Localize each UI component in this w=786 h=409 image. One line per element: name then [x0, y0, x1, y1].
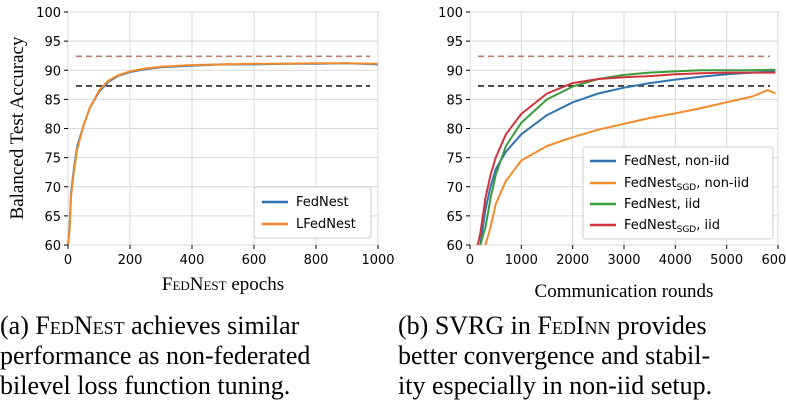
series-line-a-1 — [67, 62, 379, 246]
y-tick-label-a-2: 70 — [44, 181, 61, 196]
reference-lines-b — [478, 55, 770, 87]
caption-a-prefix: (a) — [0, 311, 36, 340]
series-line-b-0 — [479, 70, 776, 246]
legend-b: FedNest, non-iid FedNestSGD, non-iid Fed… — [582, 146, 774, 240]
caption-b-line-1: (b) SVRG in FedInn provides — [398, 311, 712, 341]
caption-b: (b) SVRG in FedInn provides better conve… — [398, 311, 712, 401]
panel-a: 60 65 70 75 80 85 90 95 100 0 200 400 600 800 1000 Ba… — [7, 6, 395, 295]
caption-b-line-3: ity especially in non-iid setup. — [398, 371, 713, 400]
legend-b-box — [582, 146, 774, 240]
legend-b-label-3-sub: SGD — [677, 225, 697, 235]
x-axis-label-b: Communication rounds — [535, 281, 714, 300]
x-tick-label-b-6: 6000 — [761, 253, 786, 268]
caption-b-line-2: better convergence and stabil- — [398, 341, 711, 370]
y-tick-label-a-3: 75 — [44, 152, 61, 167]
series-line-b-2 — [479, 68, 776, 246]
y-tick-label-b-3: 75 — [446, 152, 463, 167]
x-axis-label-a: FedNest epochs — [162, 274, 284, 295]
y-tick-label-b-0: 60 — [446, 239, 463, 254]
x-tick-label-a-3: 600 — [242, 253, 267, 268]
x-tick-label-b-1: 1000 — [505, 253, 538, 268]
x-tick-label-a-1: 200 — [118, 253, 143, 268]
legend-b-label-3-name: FedNest — [624, 218, 677, 233]
x-tick-labels-b: 0 1000 2000 3000 4000 5000 6000 — [466, 245, 786, 268]
series-b — [476, 68, 776, 246]
series-line-b-3 — [476, 71, 776, 246]
x-tick-label-a-2: 400 — [180, 253, 205, 268]
caption-b-rest: provides — [610, 311, 707, 340]
legend-b-label-2-name: FedNest — [624, 197, 677, 212]
caption-b-prefix: (b) SVRG in — [398, 311, 538, 340]
caption-a: (a) FedNest achieves similar performance… — [0, 311, 310, 401]
caption-a-line-2: performance as non-federated — [0, 341, 311, 370]
y-tick-label-a-6: 90 — [44, 64, 61, 79]
legend-b-label-0: FedNest, non-iid — [624, 154, 729, 169]
x-axis-label-a-rest: epochs — [227, 274, 285, 295]
x-tick-labels-a: 0 200 400 600 800 1000 — [64, 245, 395, 268]
series-line-b-1 — [484, 89, 776, 246]
x-tick-label-b-0: 0 — [466, 253, 474, 268]
legend-a: FedNest LFedNest — [253, 186, 372, 239]
y-tick-label-b-1: 65 — [446, 210, 463, 225]
caption-a-line-3: bilevel loss function tuning. — [0, 371, 291, 400]
caption-b-method: FedInn — [537, 311, 611, 340]
legend-b-label-1: FedNestSGD, non-iid — [624, 176, 749, 193]
x-tick-label-b-3: 3000 — [607, 253, 640, 268]
x-tick-label-a-0: 0 — [64, 253, 72, 268]
y-tick-label-a-4: 80 — [44, 123, 61, 138]
panel-b: 60 65 70 75 80 85 90 95 100 0 1000 2000 3000 4000 500… — [438, 6, 786, 300]
caption-a-method: FedNest — [35, 311, 125, 340]
series-a — [67, 62, 379, 246]
y-tick-labels-a: 60 65 70 75 80 85 90 95 100 — [36, 6, 68, 254]
legend-a-label-0: FedNest — [296, 195, 349, 210]
legend-b-label-1-name: FedNest — [624, 176, 677, 191]
x-tick-label-a-4: 800 — [304, 253, 329, 268]
y-axis-label-a: Balanced Test Accuracy — [7, 36, 28, 219]
legend-b-label-3-suffix: , iid — [696, 218, 720, 233]
legend-b-label-0-suffix: , non-iid — [677, 154, 730, 169]
x-tick-label-b-4: 4000 — [659, 253, 692, 268]
x-tick-label-a-5: 1000 — [361, 253, 394, 268]
legend-b-label-1-sub: SGD — [677, 183, 697, 193]
y-tick-label-b-8: 100 — [438, 6, 463, 21]
x-tick-label-b-2: 2000 — [556, 253, 589, 268]
reference-lines-a — [76, 55, 370, 87]
caption-a-rest: achieves similar — [124, 311, 300, 340]
y-tick-label-a-1: 65 — [44, 210, 61, 225]
y-tick-label-b-4: 80 — [446, 123, 463, 138]
legend-b-label-1-suffix: , non-iid — [696, 176, 749, 191]
y-tick-label-b-2: 70 — [446, 181, 463, 196]
y-tick-labels-b: 60 65 70 75 80 85 90 95 100 — [438, 6, 470, 254]
y-tick-label-b-7: 95 — [446, 35, 463, 50]
y-tick-label-a-7: 95 — [44, 35, 61, 50]
legend-b-label-2: FedNest, iid — [624, 197, 700, 212]
x-axis-label-a-sc: FedNest — [162, 274, 227, 295]
y-tick-label-a-8: 100 — [36, 6, 61, 21]
y-tick-label-a-0: 60 — [44, 239, 61, 254]
legend-b-label-0-name: FedNest — [624, 154, 677, 169]
legend-b-label-2-suffix: , iid — [677, 197, 701, 212]
y-tick-label-a-5: 85 — [44, 93, 61, 108]
y-tick-label-b-5: 85 — [446, 93, 463, 108]
legend-b-label-3: FedNestSGD, iid — [624, 218, 720, 235]
legend-a-label-1: LFedNest — [296, 217, 356, 232]
caption-a-line-1: (a) FedNest achieves similar — [0, 311, 310, 341]
x-tick-label-b-5: 5000 — [710, 253, 743, 268]
y-tick-label-b-6: 90 — [446, 64, 463, 79]
